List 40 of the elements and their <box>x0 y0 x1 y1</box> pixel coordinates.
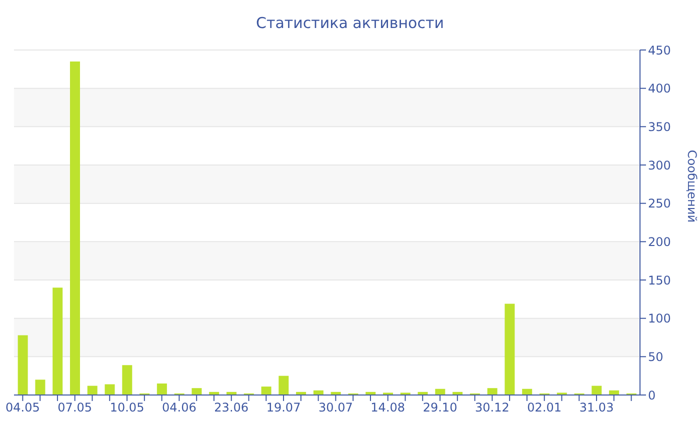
x-tick-label: 31.03 <box>579 400 614 415</box>
x-tick-label: 14.08 <box>370 400 406 415</box>
bar <box>52 288 63 395</box>
bar <box>261 386 272 395</box>
y2-tick-label: 50 <box>648 350 664 364</box>
bar <box>435 388 446 395</box>
y2-tick-label: 150 <box>648 273 671 288</box>
bar <box>278 376 289 395</box>
chart-title: Статистика активности <box>255 14 445 32</box>
y2-tick-label: 0 <box>648 388 656 402</box>
bar <box>504 304 515 395</box>
x-tick-label: 10.05 <box>110 400 144 415</box>
y2-tick-label: 400 <box>648 82 671 96</box>
bar <box>122 365 132 395</box>
x-tick-label: 04.06 <box>162 400 196 415</box>
bar <box>70 62 80 395</box>
bar <box>35 380 46 395</box>
y2-tick-label: 350 <box>648 120 671 134</box>
y2-tick-label: 450 <box>648 43 671 58</box>
bar <box>192 388 202 395</box>
x-tick-label: 07.05 <box>58 400 92 415</box>
x-tick-label: 30.12 <box>475 400 510 415</box>
bar <box>87 386 98 395</box>
y2-tick-label: 200 <box>648 234 671 249</box>
bar <box>522 388 532 395</box>
x-tick-label: 23.06 <box>214 400 249 415</box>
bar <box>156 384 167 395</box>
bar <box>104 384 115 395</box>
bar <box>18 335 28 395</box>
x-tick-label: 02.01 <box>527 400 562 415</box>
x-tick-label: 04.05 <box>6 400 40 415</box>
bar <box>487 388 498 395</box>
x-tick-label: 30.07 <box>318 400 353 415</box>
bar <box>592 386 602 395</box>
x-tick-label: 29.10 <box>422 400 458 415</box>
y2-axis-title: Сообщений <box>684 150 699 222</box>
y2-tick-label: 100 <box>648 312 671 326</box>
y2-tick-label: 250 <box>648 196 671 211</box>
y2-tick-label: 300 <box>648 158 671 172</box>
x-tick-label: 19.07 <box>266 400 301 415</box>
